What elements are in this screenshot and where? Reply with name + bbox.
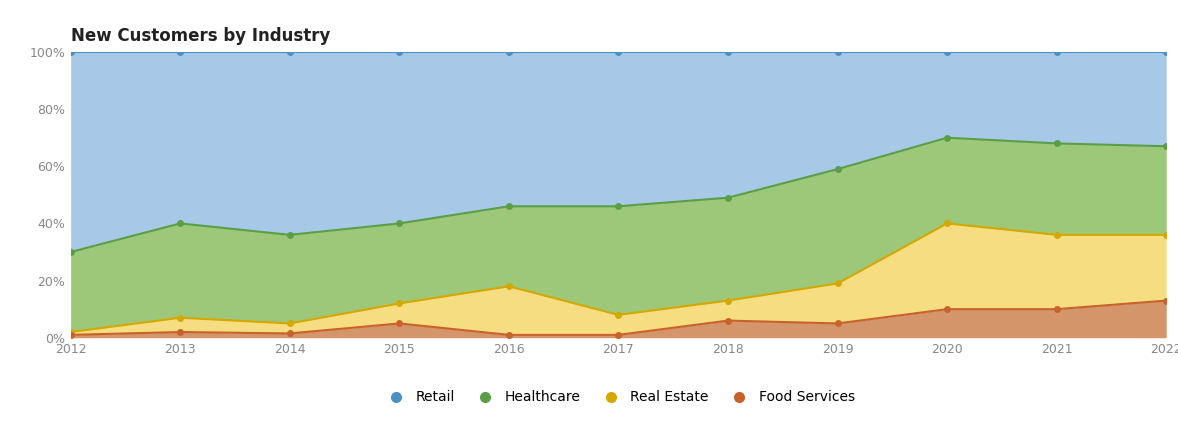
Legend: Retail, Healthcare, Real Estate, Food Services: Retail, Healthcare, Real Estate, Food Se… bbox=[382, 391, 855, 404]
Text: New Customers by Industry: New Customers by Industry bbox=[71, 27, 330, 45]
